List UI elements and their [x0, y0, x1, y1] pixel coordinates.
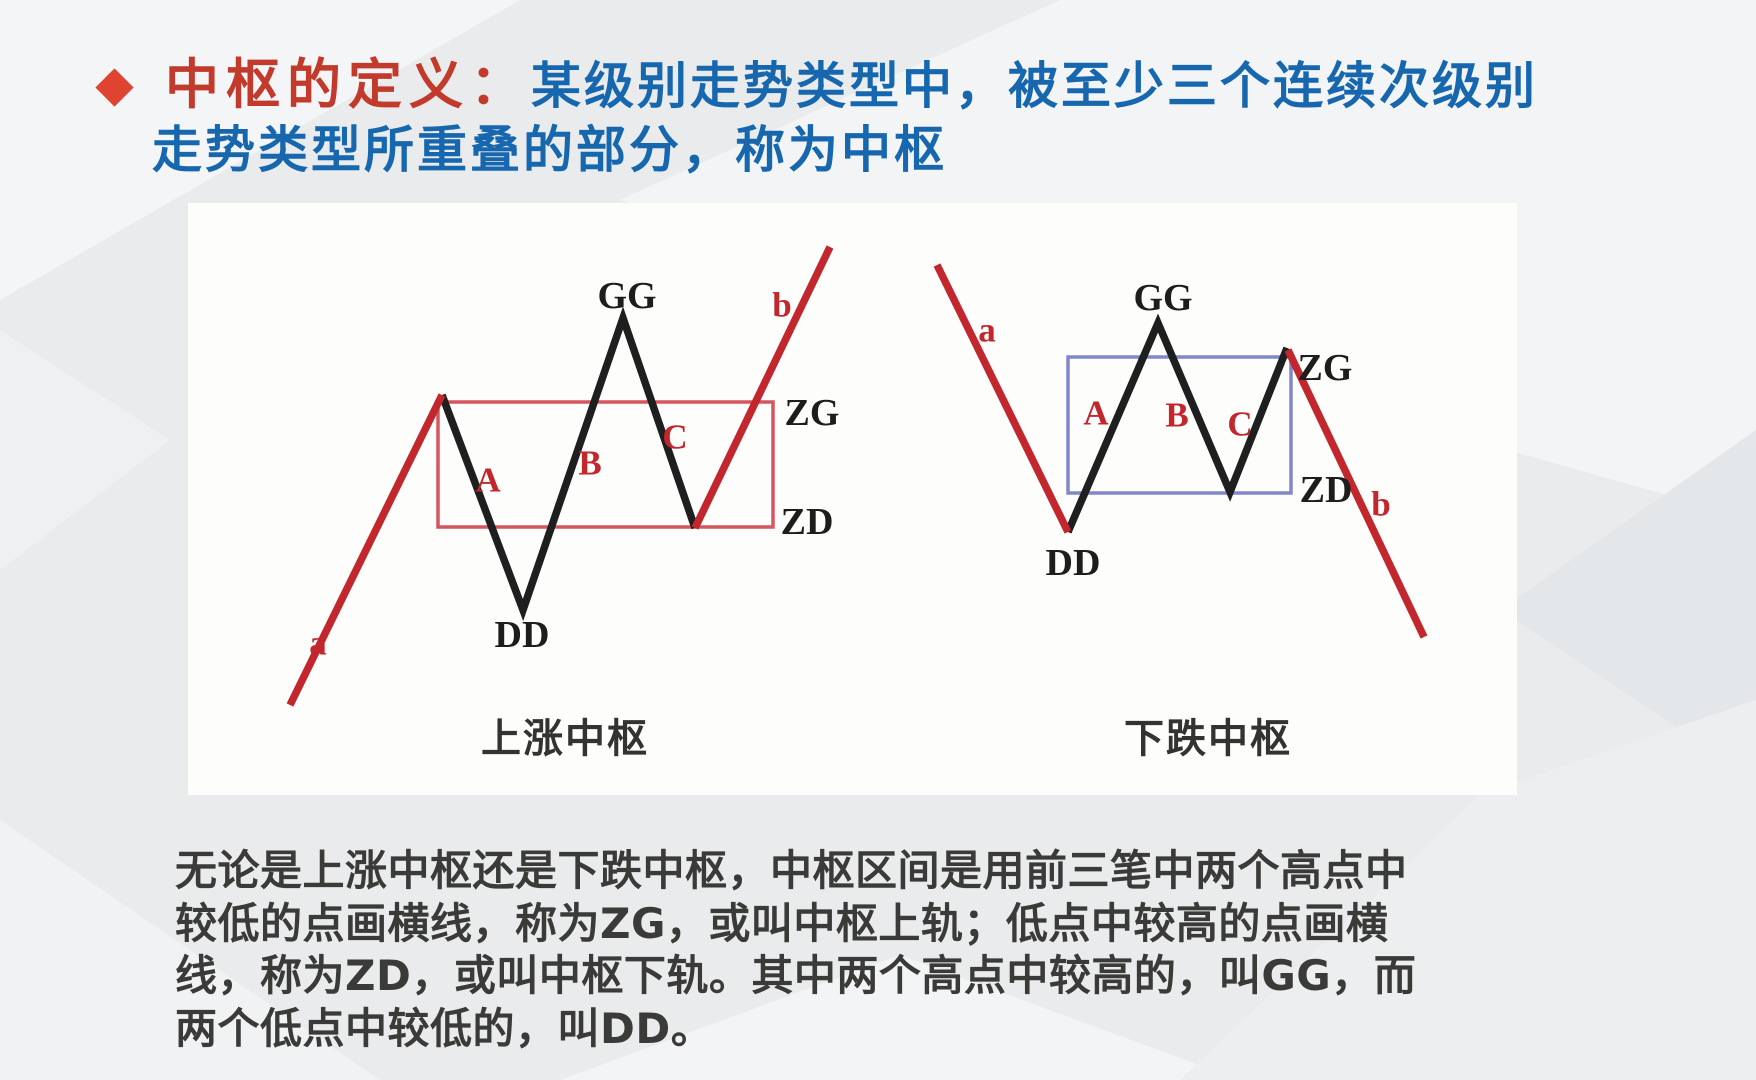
up-pivot-zigzag	[438, 306, 699, 622]
title-line-1: 中枢的定义：某级别走势类型中，被至少三个连续次级别	[165, 40, 1725, 119]
pivot-diagrams-svg	[286, 245, 1428, 707]
title-definition-part2: 走势类型所重叠的部分，称为中枢	[152, 121, 947, 179]
down-pivot-label-b-line: b	[1371, 484, 1391, 524]
title-line-2: 走势类型所重叠的部分，称为中枢	[152, 110, 947, 182]
up-pivot-label-zd: ZD	[780, 501, 834, 543]
down-pivot-caption: 下跌中枢	[1124, 716, 1292, 762]
up-pivot-label-zg: ZG	[784, 392, 840, 434]
up-pivot-label-dd: DD	[494, 614, 550, 656]
up-pivot-caption: 上涨中枢	[481, 716, 649, 762]
up-pivot-label-a-seg: A	[475, 460, 501, 500]
diagram-panel: GG DD ZG ZD A B C a b 上涨中枢 GG DD ZG ZD A…	[188, 203, 1517, 795]
up-pivot-label-gg: GG	[597, 275, 657, 317]
paragraph-line: 较低的点画横线，称为ZG，或叫中枢上轨；低点中较高的点画横	[175, 898, 1389, 948]
down-pivot-label-b-seg: B	[1165, 395, 1189, 435]
up-pivot-label-c-seg: C	[662, 417, 688, 457]
title-definition-part1: 某级别走势类型中，被至少三个连续次级别	[531, 57, 1538, 115]
up-pivot-line-a	[286, 393, 446, 707]
down-pivot-label-a-seg: A	[1083, 393, 1109, 433]
diamond-bullet-icon	[95, 68, 134, 107]
down-pivot-label-dd: DD	[1045, 542, 1101, 584]
down-pivot-label-a-line: a	[978, 310, 996, 350]
up-pivot-box	[436, 400, 775, 529]
paragraph-line: 无论是上涨中枢还是下跌中枢，中枢区间是用前三笔中两个高点中	[175, 846, 1408, 895]
paragraph-line: 线，称为ZD，或叫中枢下轨。其中两个高点中较高的，叫GG，而	[175, 951, 1417, 1000]
down-pivot-label-zd: ZD	[1299, 469, 1353, 511]
up-pivot-label-a-line: a	[309, 623, 327, 663]
down-pivot-label-c-seg: C	[1227, 404, 1253, 444]
down-pivot-line-a	[933, 263, 1072, 534]
up-pivot-label-b-line: b	[772, 285, 792, 325]
down-pivot-zigzag	[1064, 313, 1291, 534]
down-pivot-label-gg: GG	[1133, 277, 1193, 319]
down-pivot-line-b	[1284, 348, 1428, 639]
paragraph-line: 两个低点中较低的，叫DD。	[175, 1003, 714, 1053]
up-pivot-label-b-seg: B	[578, 443, 602, 483]
explanation-paragraph: 无论是上涨中枢还是下跌中枢，中枢区间是用前三笔中两个高点中 较低的点画横线，称为…	[175, 845, 1575, 1055]
up-pivot-line-b	[691, 245, 834, 530]
down-pivot-box	[1066, 355, 1293, 495]
title-term: 中枢的定义：	[165, 53, 531, 116]
down-pivot-label-zg: ZG	[1297, 347, 1353, 389]
